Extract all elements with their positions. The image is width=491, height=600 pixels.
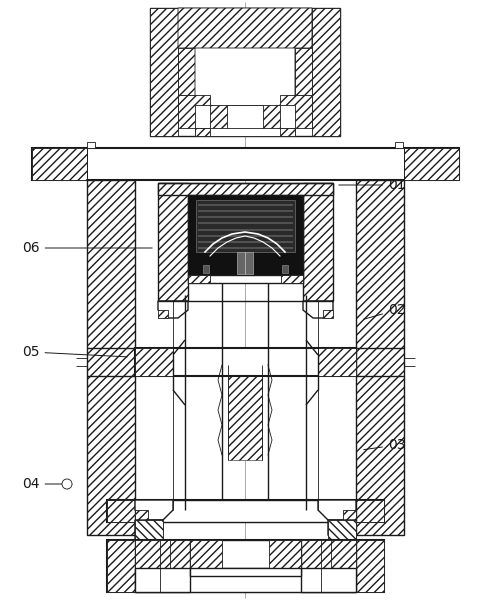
Polygon shape: [228, 365, 262, 460]
Bar: [87, 180, 135, 535]
Bar: [135, 510, 148, 520]
Polygon shape: [178, 8, 312, 75]
Bar: [150, 8, 340, 136]
Bar: [150, 8, 178, 136]
Polygon shape: [158, 301, 188, 318]
Bar: [282, 265, 288, 273]
Bar: [227, 105, 263, 136]
Bar: [87, 180, 135, 535]
Bar: [188, 275, 303, 283]
Bar: [203, 265, 209, 273]
Bar: [343, 510, 356, 520]
Bar: [356, 180, 404, 535]
Bar: [404, 148, 459, 180]
Bar: [158, 183, 333, 195]
Polygon shape: [135, 520, 163, 540]
Bar: [356, 540, 384, 592]
Bar: [281, 275, 303, 283]
Polygon shape: [303, 301, 333, 318]
Bar: [303, 183, 333, 301]
Bar: [269, 540, 301, 568]
Bar: [32, 148, 87, 180]
Bar: [135, 540, 190, 592]
Polygon shape: [195, 48, 295, 110]
Bar: [301, 540, 356, 592]
Bar: [356, 180, 404, 535]
Bar: [323, 310, 333, 318]
Bar: [107, 540, 135, 592]
Bar: [195, 128, 210, 136]
Polygon shape: [178, 95, 210, 128]
Polygon shape: [178, 48, 195, 95]
Bar: [107, 540, 384, 592]
Bar: [280, 128, 295, 136]
Bar: [190, 540, 301, 568]
Bar: [190, 568, 301, 576]
Circle shape: [62, 479, 72, 489]
Polygon shape: [318, 500, 356, 520]
Bar: [107, 500, 384, 522]
Bar: [135, 520, 163, 540]
Bar: [395, 142, 403, 148]
Bar: [188, 195, 303, 275]
Polygon shape: [295, 48, 312, 95]
Text: 01: 01: [339, 178, 406, 192]
Bar: [210, 105, 280, 136]
Bar: [135, 348, 356, 376]
Bar: [356, 500, 384, 522]
Polygon shape: [135, 500, 173, 520]
Bar: [188, 275, 210, 283]
Bar: [158, 310, 168, 318]
Bar: [318, 348, 356, 376]
Bar: [32, 148, 459, 180]
Bar: [135, 500, 356, 522]
Text: 04: 04: [22, 477, 65, 491]
Text: 05: 05: [22, 345, 127, 359]
Bar: [158, 183, 188, 301]
Text: 06: 06: [22, 241, 152, 255]
Bar: [107, 500, 135, 522]
Text: 02: 02: [364, 303, 406, 319]
Bar: [135, 540, 356, 592]
Bar: [196, 200, 295, 252]
Bar: [328, 520, 356, 540]
Bar: [190, 540, 222, 568]
Bar: [87, 142, 95, 148]
Polygon shape: [328, 520, 356, 540]
Bar: [135, 568, 190, 592]
Bar: [312, 8, 340, 136]
Bar: [158, 183, 333, 195]
Bar: [158, 183, 188, 301]
Bar: [135, 348, 173, 376]
Bar: [195, 128, 295, 136]
Polygon shape: [280, 95, 312, 128]
Bar: [301, 568, 356, 592]
Bar: [303, 183, 333, 301]
Text: 03: 03: [364, 438, 406, 452]
Bar: [237, 252, 253, 274]
